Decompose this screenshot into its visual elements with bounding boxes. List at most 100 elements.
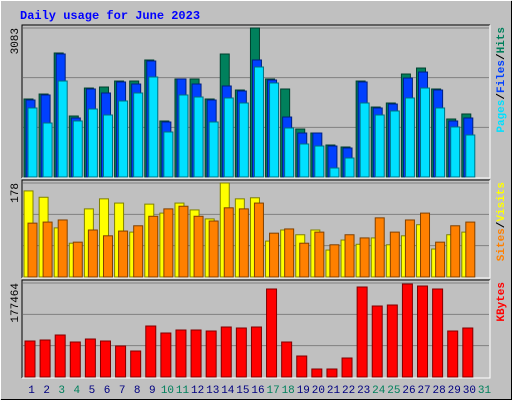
x-tick-label: 22 <box>342 385 355 397</box>
bar <box>359 237 370 278</box>
x-tick-label: 21 <box>327 385 341 397</box>
bar <box>404 97 415 178</box>
x-tick-label: 24 <box>372 385 386 397</box>
x-tick-label: 11 <box>176 385 190 397</box>
bar <box>84 338 96 378</box>
bar <box>148 76 159 178</box>
bar <box>253 202 264 278</box>
plot-border-dark <box>21 179 490 278</box>
legend-entry: Pages <box>496 100 508 133</box>
legend-entry: KBytes <box>496 282 508 322</box>
x-tick-label: 16 <box>251 385 264 397</box>
plot-border-light <box>22 180 491 279</box>
x-tick-label: 20 <box>312 385 325 397</box>
bar <box>42 221 53 278</box>
bar <box>250 326 262 378</box>
x-tick-label: 3 <box>58 385 65 397</box>
bar <box>115 345 127 378</box>
bar <box>178 205 189 278</box>
bar <box>447 330 459 378</box>
legend-separator: / <box>496 53 508 60</box>
bar <box>314 145 325 178</box>
plot-border-light <box>22 280 491 379</box>
bar <box>163 131 174 178</box>
bar <box>208 220 219 278</box>
bar <box>284 228 295 278</box>
legend: Pages/Files/Hits <box>496 27 508 133</box>
bar <box>238 102 249 178</box>
x-tick-label: 10 <box>161 385 174 397</box>
bar <box>329 167 340 178</box>
bar <box>72 120 83 178</box>
bar <box>389 231 400 278</box>
bar <box>220 326 232 378</box>
chart-title: Daily usage for June 2023 <box>20 9 200 23</box>
bar <box>374 114 385 178</box>
bar <box>299 242 310 278</box>
bar <box>420 212 431 278</box>
bar <box>432 288 444 378</box>
bar <box>27 107 38 178</box>
bar <box>102 114 113 178</box>
bar <box>281 341 293 378</box>
x-tick-label: 15 <box>236 385 249 397</box>
x-tick-label: 23 <box>357 385 370 397</box>
bar <box>39 339 51 378</box>
legend: KBytes <box>496 282 508 322</box>
bar <box>102 235 113 278</box>
bar <box>269 82 280 178</box>
bar <box>314 231 325 278</box>
bar <box>223 207 234 278</box>
bar <box>190 329 202 378</box>
bar <box>329 244 340 278</box>
y-tick-label: 177464 <box>10 283 22 323</box>
x-tick-label: 13 <box>206 385 219 397</box>
x-tick-label: 8 <box>134 385 141 397</box>
bar <box>130 350 142 378</box>
x-tick-label: 1 <box>28 385 35 397</box>
bar <box>235 327 247 378</box>
bar <box>296 355 308 378</box>
bar <box>417 285 429 378</box>
bar <box>160 332 172 378</box>
bar <box>99 340 111 378</box>
x-tick-label: 4 <box>74 385 81 397</box>
bar <box>87 108 98 178</box>
bar <box>118 100 129 178</box>
bar <box>42 122 53 178</box>
bar <box>223 97 234 178</box>
x-tick-label: 27 <box>417 385 430 397</box>
x-tick-label: 29 <box>448 385 461 397</box>
bar <box>118 230 129 278</box>
bar <box>465 221 476 278</box>
bar <box>462 327 474 378</box>
x-tick-label: 31 <box>478 385 492 397</box>
bar <box>253 66 264 178</box>
bar <box>193 215 204 278</box>
legend-entry: Files <box>496 60 508 93</box>
bar <box>208 121 219 178</box>
bar <box>359 102 370 178</box>
bar <box>341 357 353 378</box>
bar <box>57 219 68 278</box>
bar <box>371 305 383 378</box>
bar <box>386 304 398 378</box>
bar <box>27 222 38 278</box>
x-tick-label: 6 <box>104 385 111 397</box>
bar <box>404 219 415 278</box>
y-tick-label: 178 <box>10 183 22 203</box>
x-tick-label: 12 <box>191 385 204 397</box>
plot-border-light <box>22 25 491 179</box>
bar <box>266 288 278 378</box>
x-tick-label: 30 <box>463 385 476 397</box>
x-tick-label: 19 <box>297 385 310 397</box>
x-tick-label: 14 <box>221 385 235 397</box>
x-tick-label: 7 <box>119 385 126 397</box>
bar <box>69 341 81 378</box>
x-tick-label: 18 <box>282 385 295 397</box>
bar <box>133 92 144 178</box>
bar <box>238 208 249 278</box>
legend-separator: / <box>496 221 508 228</box>
bar <box>133 225 144 278</box>
